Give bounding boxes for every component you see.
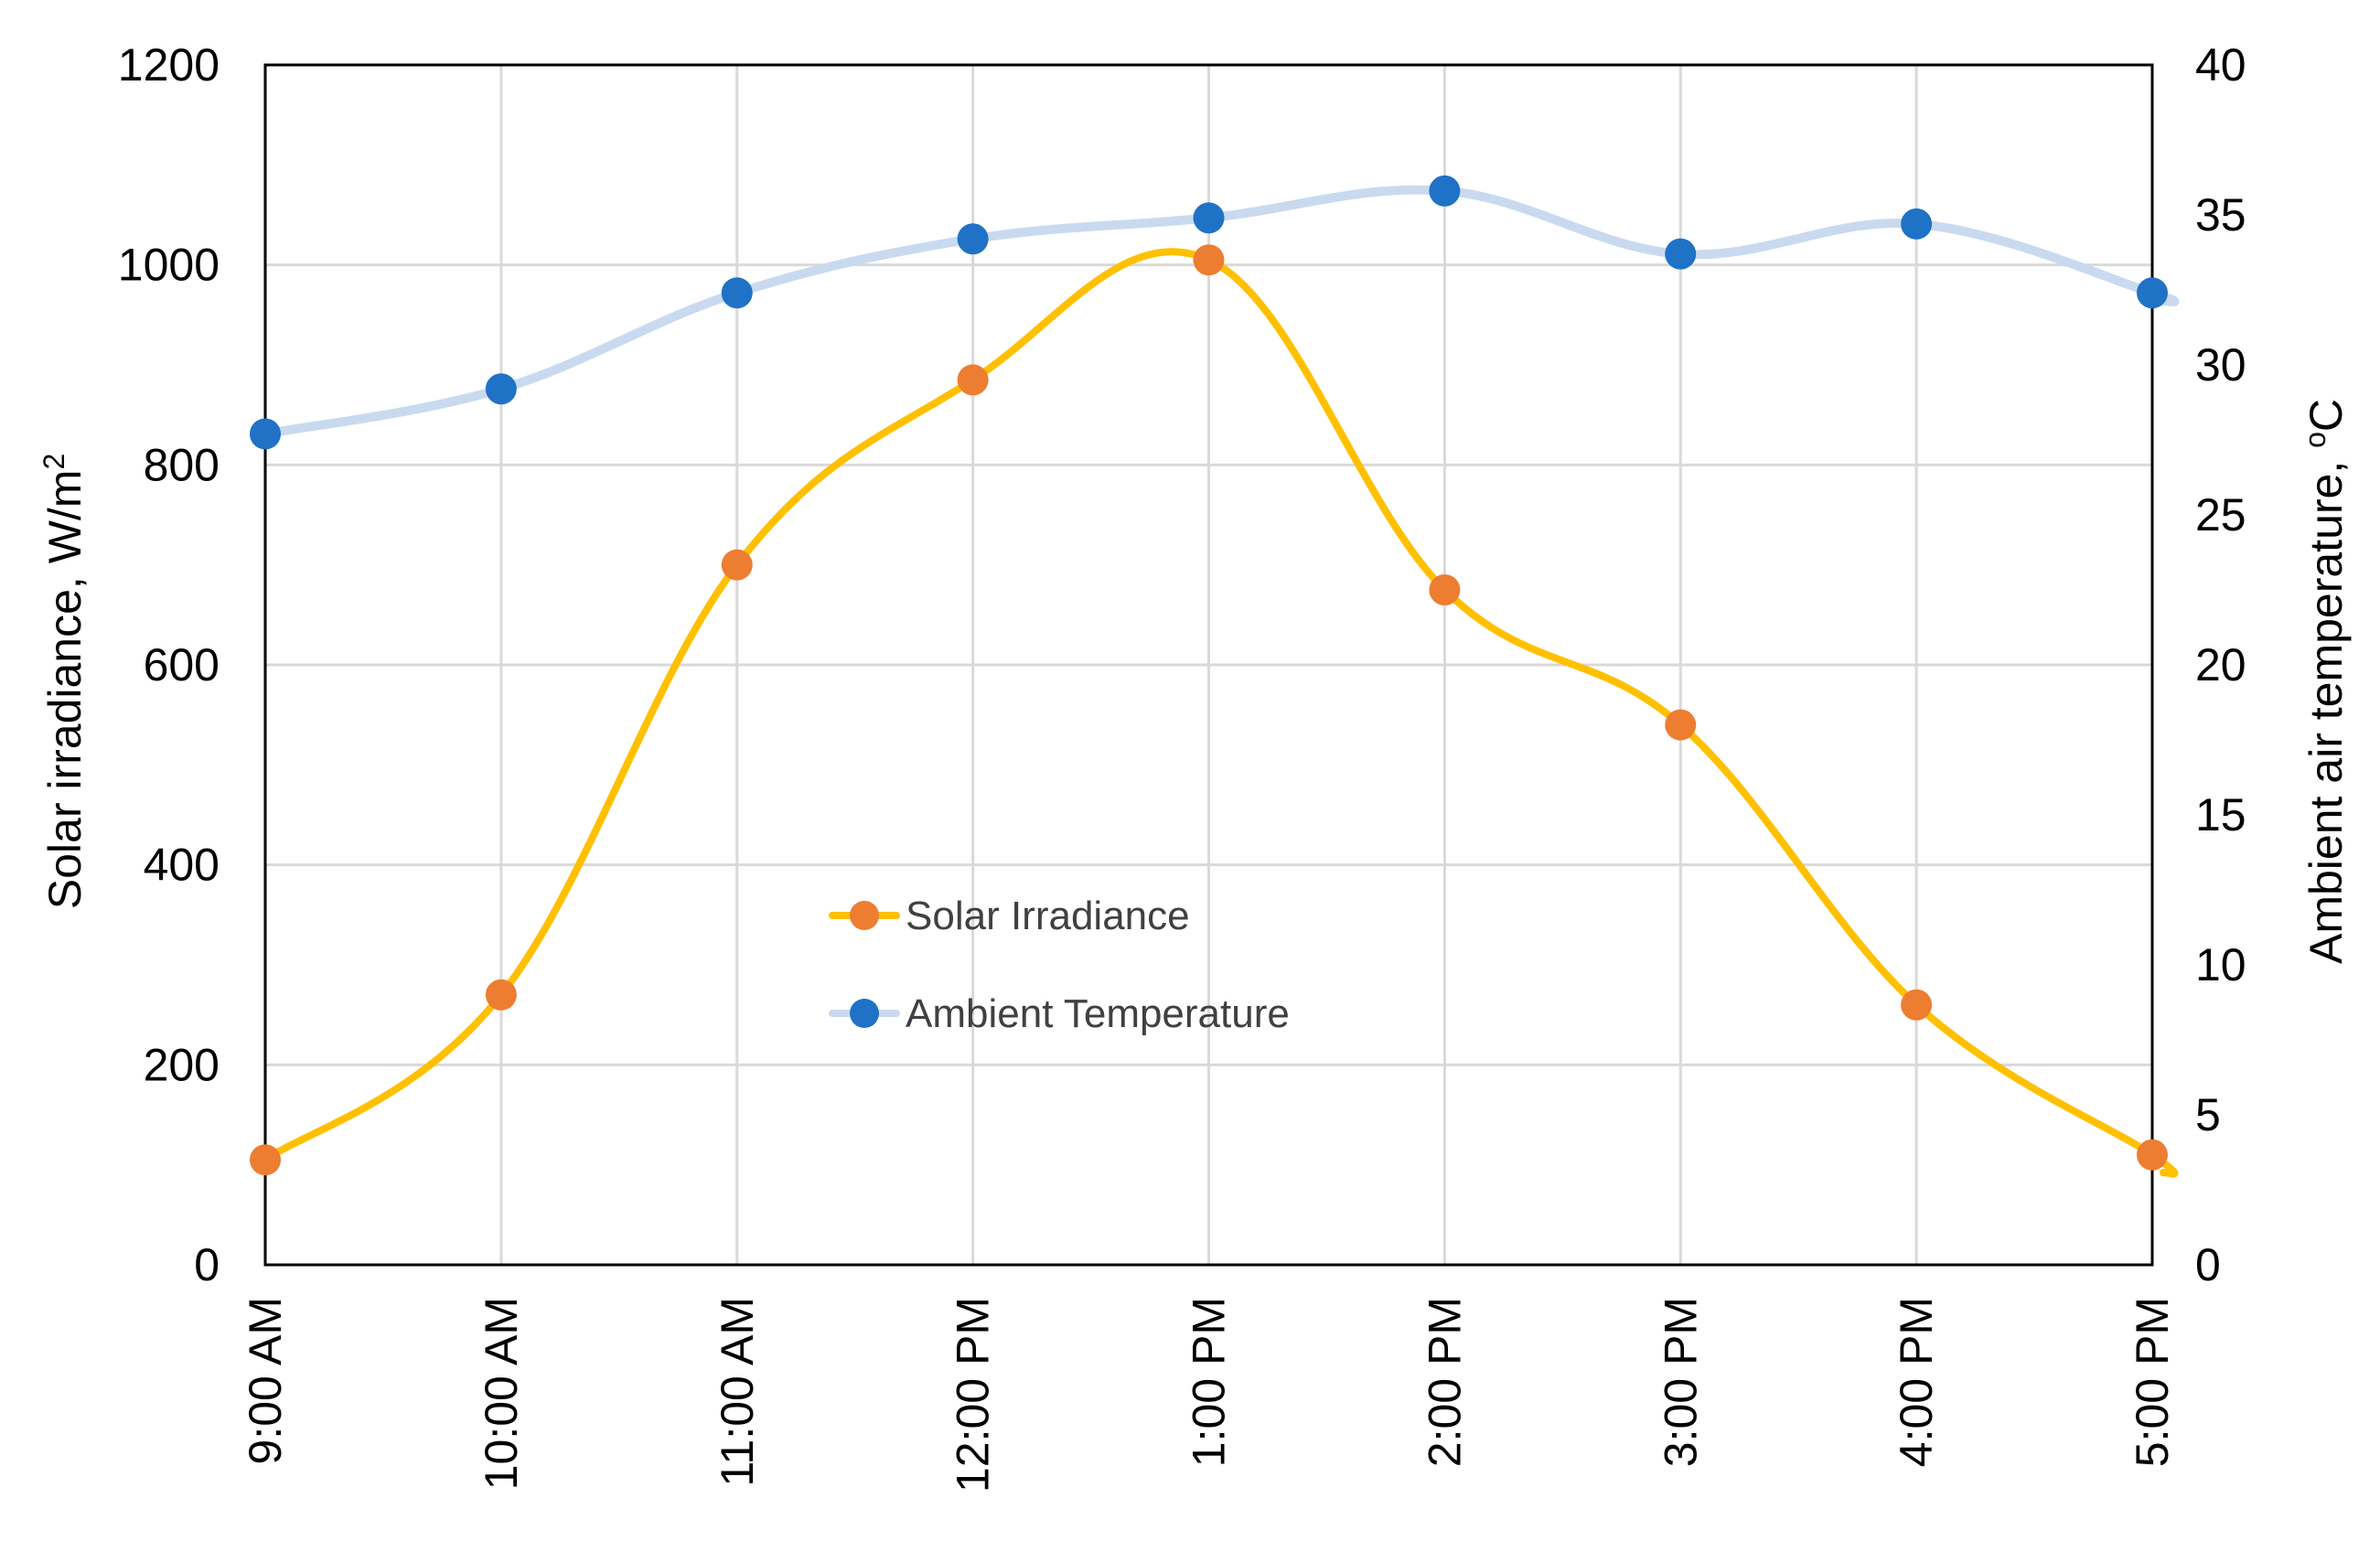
data-point-solar-irradiance — [250, 1144, 281, 1176]
x-axis-tick-label: 4:00 PM — [1891, 1297, 1942, 1467]
x-axis-tick-labels: 9:00 AM 10:00 AM 11:00 AM 12:00 PM 1:00 PM 2:… — [240, 1297, 2178, 1493]
x-axis-tick-label: 3:00 PM — [1655, 1297, 1706, 1467]
series-line-ambient-temperature — [261, 185, 2180, 439]
data-point-ambient-temperature — [485, 373, 517, 405]
left-axis-tick-label: 400 — [144, 840, 220, 891]
right-axis-tick-label: 10 — [2195, 939, 2246, 990]
data-point-solar-irradiance — [957, 364, 989, 396]
data-point-ambient-temperature — [250, 418, 281, 450]
data-point-ambient-temperature — [1429, 175, 1461, 207]
data-point-solar-irradiance — [1901, 989, 1933, 1021]
x-axis-tick-label: 9:00 AM — [240, 1297, 291, 1464]
left-axis-tick-label: 0 — [194, 1239, 220, 1290]
x-axis-tick-label: 2:00 PM — [1419, 1297, 1470, 1467]
left-axis-tick-label: 200 — [144, 1039, 220, 1090]
data-point-ambient-temperature — [721, 277, 753, 309]
plot-area-frame — [263, 63, 2154, 1267]
data-point-solar-irradiance — [2137, 1139, 2168, 1171]
legend-label-ambient-temperature: Ambient Temperature — [906, 991, 1290, 1036]
data-point-solar-irradiance — [1665, 709, 1697, 741]
data-point-ambient-temperature — [1193, 202, 1225, 234]
left-axis-tick-label: 800 — [144, 439, 220, 490]
data-point-solar-irradiance — [1429, 574, 1461, 605]
data-point-ambient-temperature — [2137, 277, 2168, 309]
x-axis-tick-label: 12:00 PM — [948, 1297, 999, 1493]
right-axis-title: Ambient air temperature, oC — [2299, 399, 2352, 964]
x-axis-tick-label: 1:00 PM — [1184, 1297, 1235, 1467]
right-axis-tick-label: 5 — [2195, 1089, 2221, 1140]
x-axis-tick-label: 10:00 AM — [476, 1297, 527, 1490]
right-axis-tick-label: 0 — [2195, 1239, 2221, 1290]
left-axis-tick-label: 1000 — [118, 240, 220, 291]
right-axis-tick-label: 25 — [2195, 489, 2246, 541]
x-axis-tick-label: 5:00 PM — [2127, 1297, 2178, 1467]
legend-swatch-marker-solar-irradiance — [850, 901, 879, 930]
right-axis-tick-labels: 0 5 10 15 20 25 30 35 40 — [2195, 39, 2246, 1290]
x-axis-tick-label: 11:00 AM — [712, 1297, 763, 1487]
right-axis-tick-label: 35 — [2195, 189, 2246, 241]
data-point-ambient-temperature — [1901, 208, 1933, 240]
left-axis-title: Solar irradiance, W/m2 — [38, 454, 91, 910]
data-point-ambient-temperature — [957, 223, 989, 255]
left-axis-tick-label: 600 — [144, 639, 220, 690]
right-axis-tick-label: 30 — [2195, 339, 2246, 391]
data-point-ambient-temperature — [1665, 238, 1697, 270]
series-markers — [250, 175, 2168, 1176]
data-point-solar-irradiance — [1193, 244, 1225, 276]
right-axis-tick-label: 20 — [2195, 639, 2246, 690]
data-point-solar-irradiance — [485, 979, 517, 1011]
legend: Solar Irradiance Ambient Temperature — [829, 894, 1290, 1036]
legend-label-solar-irradiance: Solar Irradiance — [906, 894, 1190, 938]
left-axis-tick-labels: 0 200 400 600 800 1000 1200 — [118, 39, 220, 1290]
data-point-solar-irradiance — [721, 549, 753, 581]
right-axis-tick-label: 40 — [2195, 39, 2246, 91]
left-axis-tick-label: 1200 — [118, 39, 220, 91]
right-axis-tick-label: 15 — [2195, 789, 2246, 840]
legend-swatch-marker-ambient-temperature — [850, 999, 879, 1028]
